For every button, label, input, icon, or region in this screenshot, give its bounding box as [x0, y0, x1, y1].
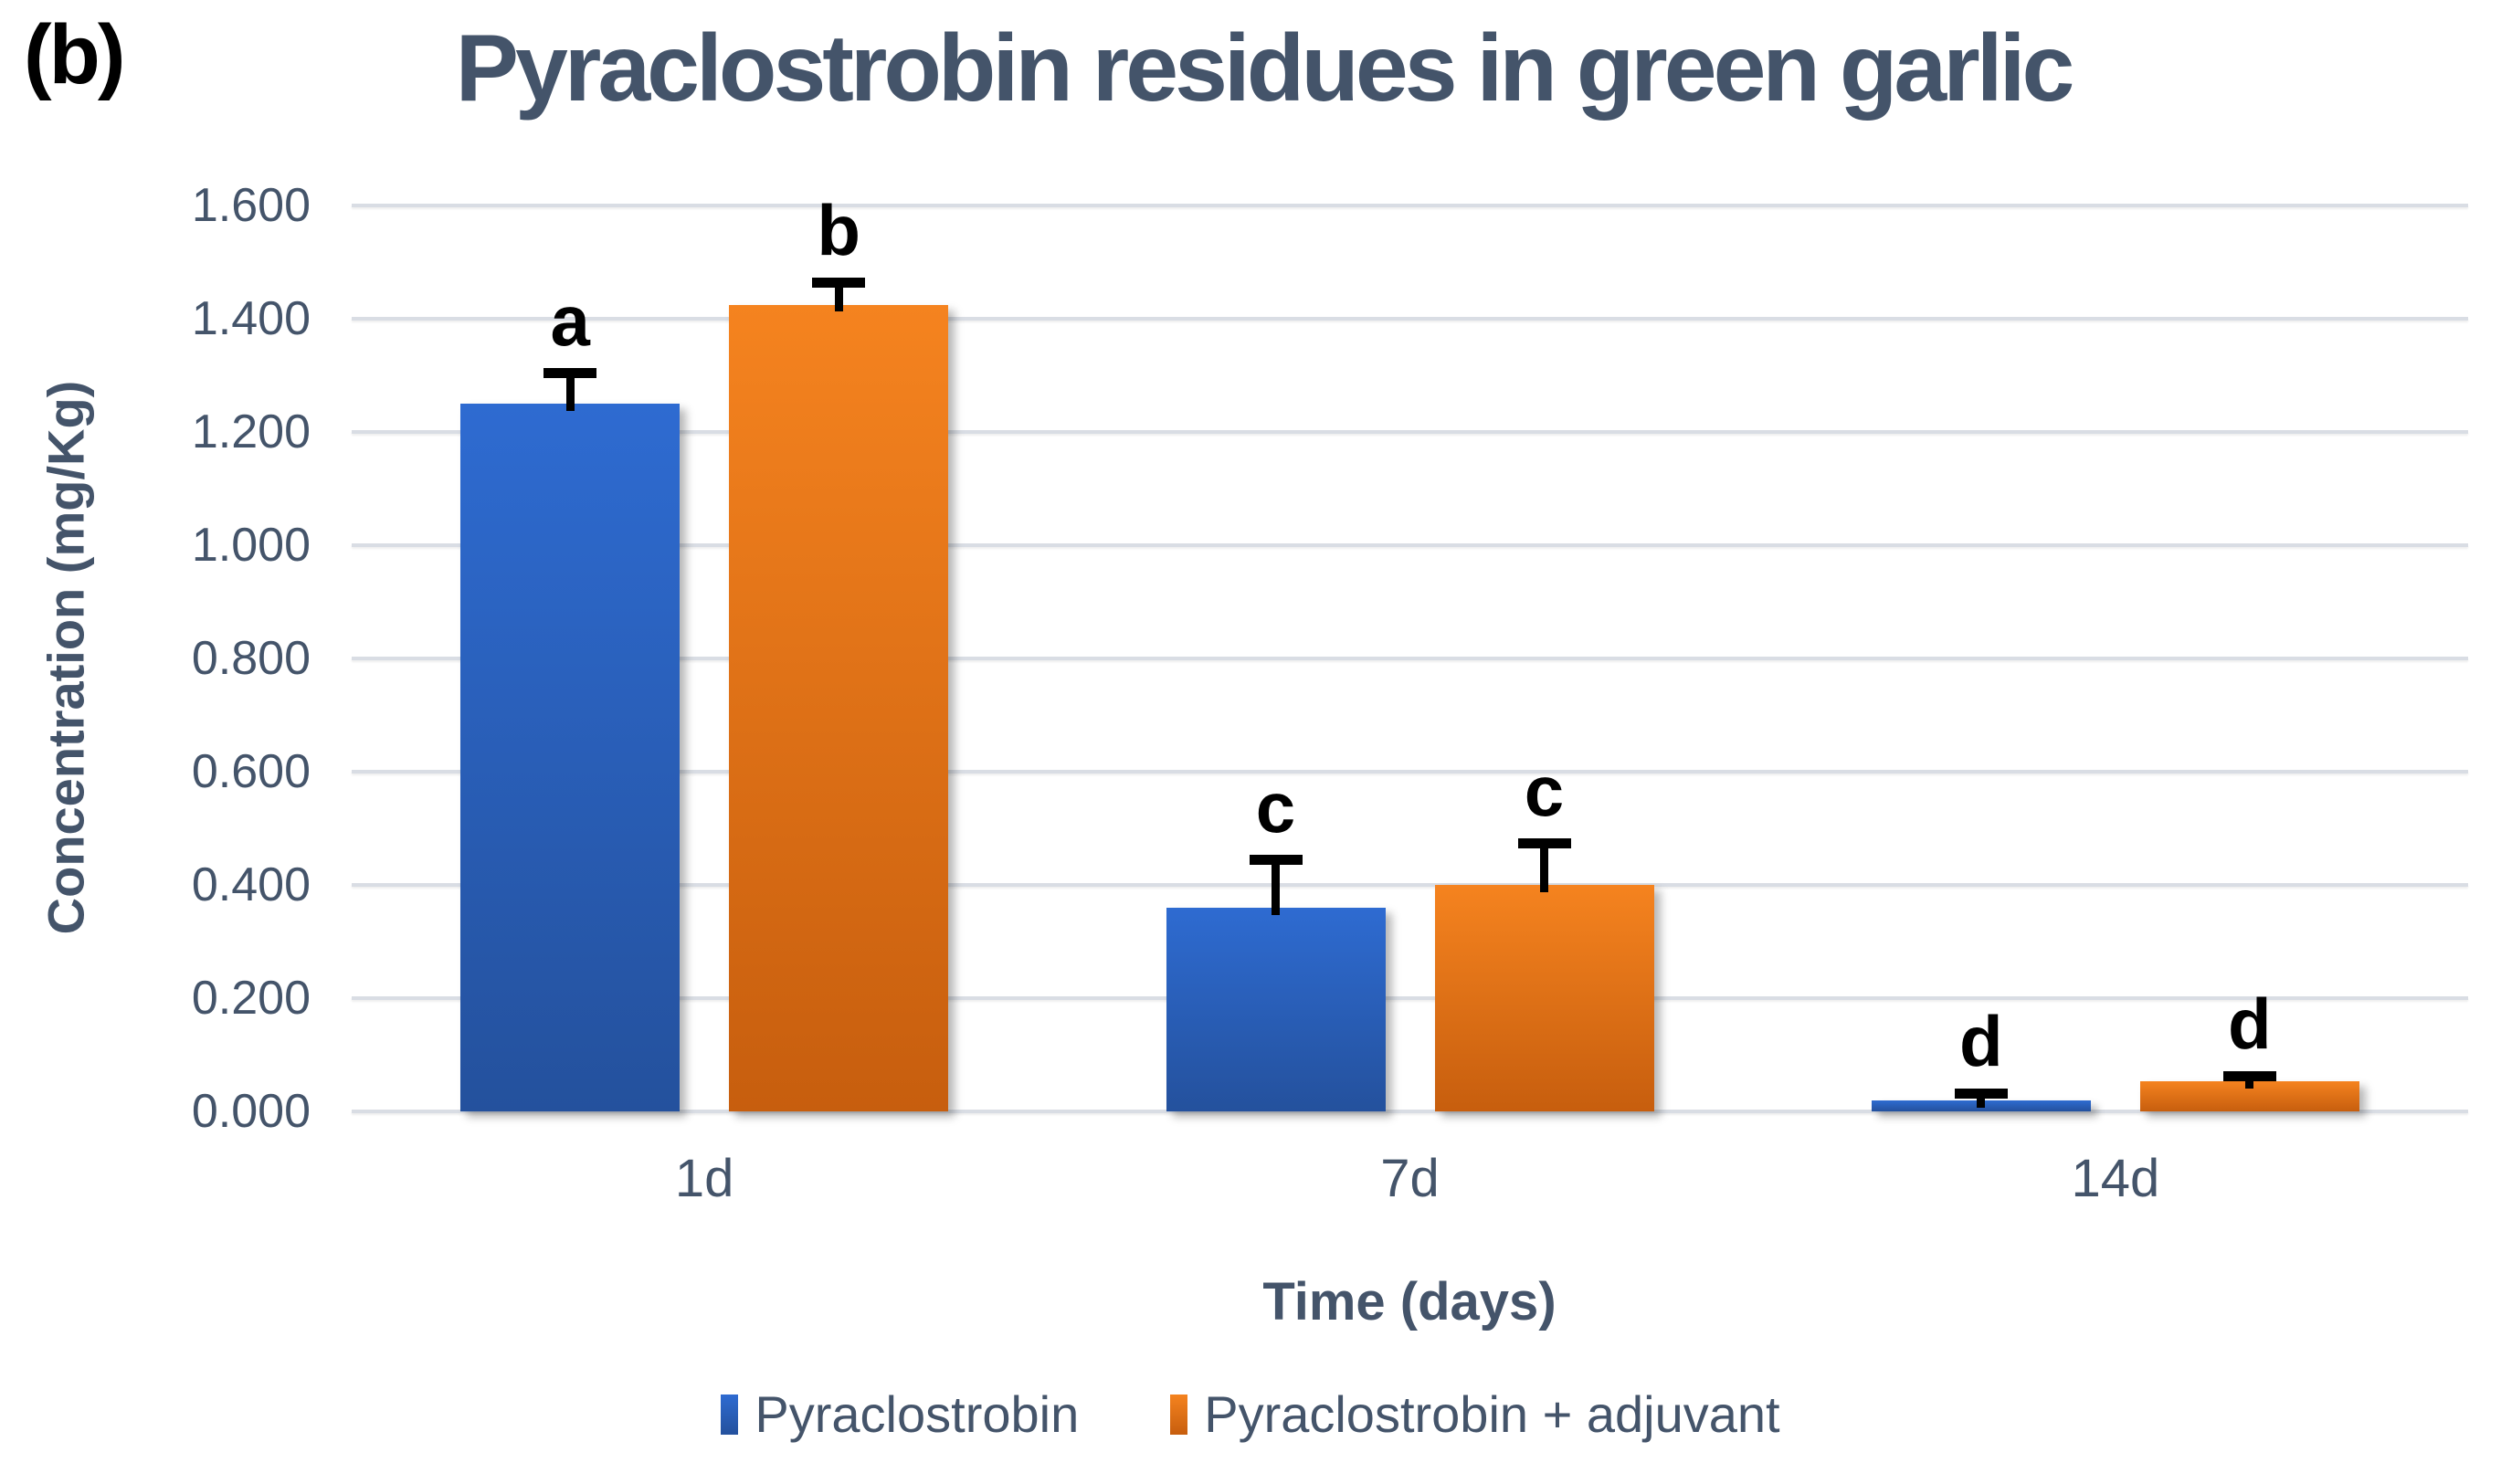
- significance-letter: b: [817, 189, 860, 270]
- x-tick-label-14d: 14d: [2071, 1149, 2160, 1208]
- gridline: [352, 430, 2468, 434]
- error-bar-cap: [1517, 837, 1571, 848]
- gridline: [352, 1110, 2468, 1113]
- significance-letter: c: [1524, 750, 1565, 831]
- x-tick-label-7d: 7d: [1380, 1149, 1440, 1208]
- legend-item-pyraclostrobin: Pyraclostrobin: [721, 1384, 1079, 1444]
- error-bar-stem: [565, 372, 575, 411]
- significance-letter: d: [1959, 1001, 2003, 1082]
- gridline: [352, 543, 2468, 547]
- y-tick-label: 1.200: [191, 405, 311, 458]
- gridline: [352, 996, 2468, 1000]
- gridline: [352, 204, 2468, 207]
- chart-legend: Pyraclostrobin Pyraclostrobin + adjuvant: [0, 1384, 2501, 1444]
- chart-title: Pyraclostrobin residues in green garlic: [455, 16, 2075, 121]
- error-bar-stem: [1977, 1093, 1986, 1108]
- significance-letter: c: [1255, 767, 1296, 848]
- y-tick-label: 1.000: [191, 519, 311, 572]
- error-bar-stem: [834, 281, 843, 312]
- y-tick-label: 0.000: [191, 1085, 311, 1138]
- y-tick-label: 1.600: [191, 179, 311, 232]
- y-tick-label: 0.800: [191, 632, 311, 685]
- error-bar-stem: [1272, 859, 1280, 915]
- bar-pyraclostrobin-7d: [1166, 907, 1386, 1111]
- significance-letter: d: [2228, 983, 2272, 1064]
- x-tick-label-1d: 1d: [674, 1149, 734, 1208]
- error-bar-cap: [2222, 1070, 2276, 1081]
- legend-label: Pyraclostrobin + adjuvant: [1204, 1385, 1780, 1443]
- bar-pyraclostrobin-adjuvant-1d: [729, 304, 949, 1111]
- error-bar-stem: [1540, 842, 1548, 892]
- error-bar-cap: [1249, 855, 1303, 866]
- gridline: [352, 770, 2468, 774]
- y-tick-label: 0.200: [191, 972, 311, 1025]
- error-bar-cap: [1954, 1089, 2008, 1100]
- gridline: [352, 317, 2468, 321]
- error-bar-cap: [543, 367, 597, 378]
- legend-label: Pyraclostrobin: [755, 1385, 1080, 1443]
- legend-swatch: [721, 1394, 739, 1435]
- y-tick-label: 0.600: [191, 745, 311, 798]
- x-axis-title: Time (days): [1262, 1272, 1557, 1331]
- gridline: [352, 657, 2468, 660]
- bar-pyraclostrobin-1d: [460, 404, 681, 1111]
- y-tick-label: 0.400: [191, 858, 311, 911]
- y-tick-label: 1.400: [191, 292, 311, 345]
- legend-swatch: [1170, 1394, 1188, 1435]
- error-bar-cap: [812, 277, 866, 288]
- significance-letter: a: [550, 279, 590, 361]
- figure-panel-label: (b): [24, 8, 125, 101]
- legend-item-pyraclostrobin-adjuvant: Pyraclostrobin + adjuvant: [1170, 1384, 1780, 1444]
- bar-pyraclostrobin-adjuvant-7d: [1434, 885, 1654, 1111]
- error-bar-stem: [2245, 1075, 2254, 1089]
- gridline: [352, 883, 2468, 887]
